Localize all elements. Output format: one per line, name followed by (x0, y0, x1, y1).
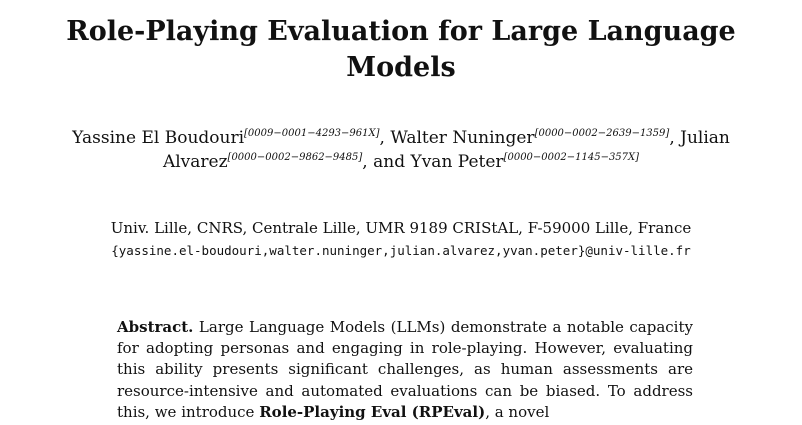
abstract-text-continued: , a novel (485, 402, 550, 421)
author-name: Yassine El Boudouri (72, 128, 245, 148)
author-name: Yvan Peter (410, 152, 504, 172)
author-orcid: [0000−0002−9862−9485] (227, 152, 363, 163)
abstract-label: Abstract. (117, 318, 194, 336)
author-separator: , (669, 128, 681, 148)
abstract-bold-term: Role-Playing Eval (RPEval) (259, 402, 486, 421)
author-name: Julian Alvarez (162, 128, 730, 172)
author-orcid: [0009−0001−4293−961X] (244, 128, 380, 139)
author-separator: , and (362, 152, 411, 172)
author-emails: {yassine.el-boudouri,walter.nuninger,jul… (111, 243, 691, 258)
paper-title: Role-Playing Evaluation for Large Langua… (66, 16, 736, 83)
author-list: Yassine El Boudouri[0009−0001−4293−961X]… (40, 126, 762, 174)
author-name: Walter Nuninger (390, 128, 535, 148)
abstract: Abstract. Large Language Models (LLMs) d… (117, 317, 693, 423)
abstract-text: Large Language Models (LLMs) demonstrate… (117, 318, 693, 421)
author-orcid: [0000−0002−2639−1359] (534, 128, 670, 139)
author-separator: , (379, 128, 391, 148)
author-orcid: [0000−0002−1145−357X] (503, 152, 640, 163)
affiliation: Univ. Lille, CNRS, Centrale Lille, UMR 9… (110, 219, 692, 237)
